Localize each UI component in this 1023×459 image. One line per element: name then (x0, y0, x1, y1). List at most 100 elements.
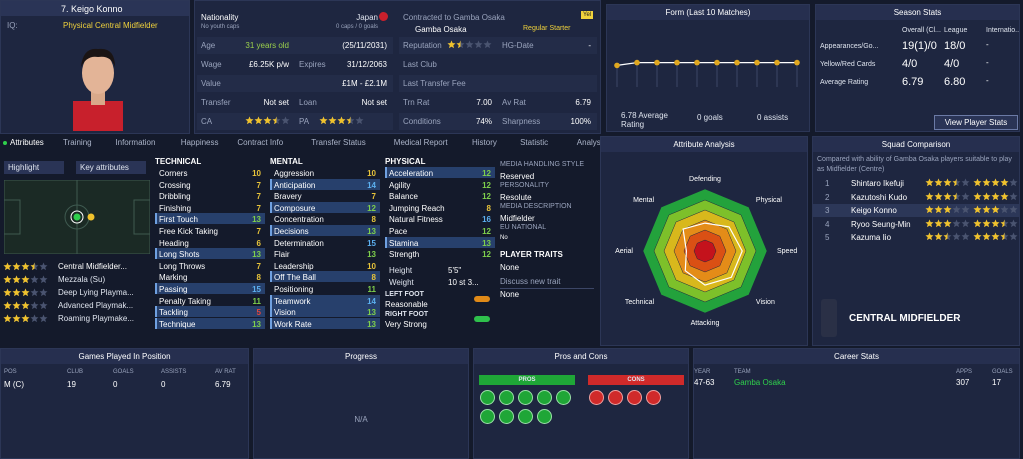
player-name: Shintaro Ikefuji (851, 179, 904, 188)
key-attributes-dropdown[interactable]: Key attributes (76, 161, 146, 174)
star (991, 192, 1000, 200)
star (30, 262, 35, 271)
con-icon (589, 390, 604, 405)
star (943, 232, 948, 241)
attribute-value: 12 (367, 203, 376, 213)
tab[interactable]: Information (115, 138, 156, 147)
info-row (399, 75, 597, 92)
star (272, 116, 277, 125)
star-rating (925, 232, 970, 241)
star (12, 314, 21, 323)
column-header: CLUB (67, 369, 84, 375)
stat-value: 4/0 (902, 58, 918, 70)
star (925, 192, 934, 200)
info-row (197, 37, 393, 54)
column-header: Overall (Cl... (902, 27, 941, 34)
star (982, 219, 991, 227)
form-point (694, 59, 700, 66)
rank: 4 (825, 219, 830, 229)
attribute-name: Marking (159, 273, 188, 283)
stars-filled (3, 275, 30, 284)
key-highlight (155, 248, 265, 260)
cell: 6.79 (215, 380, 231, 389)
attribute-value: 5 (256, 308, 261, 318)
key-highlight (155, 317, 265, 329)
radar-label: Attacking (691, 320, 720, 327)
form-point (634, 59, 640, 66)
assists: 0 assists (757, 113, 789, 122)
attribute-name: Agility (389, 180, 411, 190)
text: 0 caps / 0 goals (335, 24, 378, 30)
attribute-name: Natural Fitness (389, 215, 443, 225)
label: Conditions (403, 117, 441, 126)
attribute-value: 12 (482, 192, 491, 202)
star (982, 192, 991, 200)
attribute-name: Anticipation (274, 180, 316, 190)
attribute-name: Composure (274, 203, 316, 213)
star (925, 219, 934, 227)
star-empty (281, 116, 290, 125)
star (973, 178, 982, 187)
tab[interactable]: Analysis (576, 138, 607, 147)
pro-icon (556, 390, 571, 405)
value: (25/11/2031) (342, 41, 387, 50)
progress-value: N/A (354, 415, 368, 424)
body-label: Height (389, 266, 413, 275)
radar-label: Speed (777, 248, 797, 255)
star-empty (961, 178, 970, 187)
star-empty (474, 40, 483, 49)
star (12, 262, 21, 271)
attribute-value: 12 (482, 180, 491, 190)
tab[interactable]: Attributes (10, 138, 44, 147)
attribute-name: Stamina (389, 238, 419, 248)
tab[interactable]: Happiness (180, 138, 219, 147)
star-rating (319, 116, 364, 125)
pro-icon (537, 409, 552, 424)
attribute-name: Corners (159, 169, 188, 178)
attribute-value: 14 (367, 180, 376, 190)
media-value: Reserved (500, 172, 535, 181)
star (973, 205, 982, 214)
star-rating (925, 178, 970, 187)
tab[interactable]: Contract Info (237, 138, 284, 147)
attribute-value: 12 (482, 250, 491, 260)
cell: 17 (992, 378, 1001, 387)
role-name: Deep Lying Playma... (58, 288, 134, 297)
player-name: Kazutoshi Kudo (851, 192, 908, 202)
attribute-value: 13 (252, 215, 261, 225)
star (21, 288, 30, 297)
tab[interactable]: History (472, 138, 497, 147)
key-highlight (385, 236, 495, 248)
stars-filled (3, 301, 30, 310)
subtitle: Compared with ability of Gamba Osaka pla… (817, 156, 1012, 173)
view-stats-button[interactable]: View Player Stats (934, 115, 1018, 130)
tab[interactable]: Medical Report (393, 138, 448, 147)
stat-value: 6.79 (902, 76, 924, 88)
highlight-dropdown[interactable]: Highlight (4, 161, 64, 174)
boot-icon (474, 316, 490, 322)
tab[interactable]: Transfer Status (311, 138, 366, 147)
stat-label: Yellow/Red Cards (820, 61, 876, 68)
tab-bar: Attributes Training Information Happiness Co… (0, 136, 607, 150)
tab[interactable]: Statistic (520, 138, 549, 147)
attribute-value: 8 (371, 215, 376, 225)
attribute-name: Decisions (274, 227, 309, 236)
cons-header: CONS (588, 375, 684, 385)
row-highlight (813, 204, 1019, 217)
star-empty (355, 116, 364, 125)
attribute-name: Flair (274, 250, 290, 260)
label: Sharpness (502, 117, 541, 126)
star (934, 232, 943, 241)
star (346, 116, 351, 125)
value: 31/12/2063 (346, 60, 387, 69)
discuss-trait[interactable]: Discuss new trait (500, 277, 594, 289)
radar-label: Physical (756, 197, 783, 204)
attribute-name: Penalty Taking (159, 296, 211, 306)
key-highlight (155, 213, 265, 225)
star (934, 219, 943, 227)
stars-filled (925, 178, 957, 187)
star-empty (483, 40, 492, 49)
tab[interactable]: Training (63, 138, 92, 147)
star-rating (973, 232, 1018, 241)
stars-filled (3, 314, 30, 323)
